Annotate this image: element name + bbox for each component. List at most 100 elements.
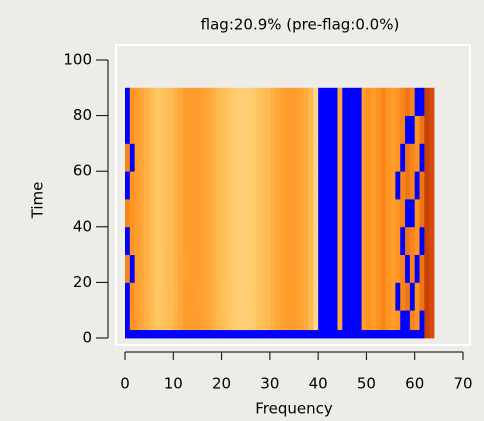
heatmap-cell xyxy=(250,329,256,339)
heatmap-cell xyxy=(149,143,155,172)
heatmap-cell xyxy=(284,171,290,200)
heatmap-cell xyxy=(236,254,242,283)
heatmap-cell xyxy=(318,254,324,283)
heatmap-cell xyxy=(347,329,353,339)
heatmap-cell xyxy=(298,282,305,311)
heatmap-cell xyxy=(173,329,179,339)
heatmap-cell xyxy=(182,87,189,116)
heatmap-cell xyxy=(236,282,242,311)
heatmap-cell xyxy=(342,199,348,228)
heatmap-cell xyxy=(318,143,324,172)
heatmap-cell xyxy=(240,143,247,172)
heatmap-cell xyxy=(376,87,382,116)
heatmap-cell xyxy=(327,282,334,311)
heatmap-cell xyxy=(342,143,348,172)
heatmap-cell xyxy=(274,199,280,228)
heatmap-cell xyxy=(260,87,266,116)
heatmap-cell xyxy=(298,310,305,331)
heatmap-cell xyxy=(308,254,314,283)
heatmap-cell xyxy=(313,254,319,283)
heatmap-cell xyxy=(385,329,391,339)
heatmap-cell xyxy=(221,226,227,255)
heatmap-cell xyxy=(279,329,285,339)
heatmap-cell xyxy=(163,226,169,255)
heatmap-cell xyxy=(197,115,203,144)
heatmap-cell xyxy=(376,115,382,144)
heatmap-cell xyxy=(211,329,218,339)
heatmap-cell xyxy=(298,87,305,116)
heatmap-cell xyxy=(351,87,358,116)
heatmap-cell xyxy=(376,329,382,339)
heatmap-cell xyxy=(221,115,227,144)
heatmap-cell xyxy=(255,143,261,172)
heatmap-cell xyxy=(371,254,377,283)
heatmap-cell xyxy=(173,143,179,172)
heatmap-cell xyxy=(158,226,165,255)
heatmap-cell xyxy=(361,254,367,283)
heatmap-cell xyxy=(308,87,314,116)
heatmap-cell xyxy=(294,199,300,228)
heatmap-cell xyxy=(327,87,334,116)
heatmap-cell xyxy=(260,199,266,228)
heatmap-cell xyxy=(158,143,165,172)
heatmap-cell xyxy=(429,171,435,200)
heatmap-cell xyxy=(289,87,295,116)
heatmap-cell xyxy=(260,254,266,283)
heatmap-cell xyxy=(226,310,232,331)
heatmap-cell xyxy=(274,329,280,339)
heatmap-cell xyxy=(144,115,150,144)
heatmap-cell xyxy=(405,199,411,228)
heatmap-cell xyxy=(371,226,377,255)
heatmap-cell xyxy=(400,329,406,339)
heatmap-cell xyxy=(153,87,160,116)
heatmap-cell xyxy=(269,310,276,331)
heatmap-cell xyxy=(163,199,169,228)
heatmap-cell xyxy=(303,329,309,339)
heatmap-cell xyxy=(125,171,131,200)
heatmap-cell xyxy=(284,329,290,339)
heatmap-cell xyxy=(332,310,338,331)
heatmap-cell xyxy=(409,310,416,331)
heatmap-cell xyxy=(207,226,213,255)
heatmap-cell xyxy=(250,254,256,283)
heatmap-cell xyxy=(366,226,372,255)
heatmap-cell xyxy=(409,329,416,339)
heatmap-cell xyxy=(255,282,261,311)
heatmap-cell xyxy=(342,115,348,144)
heatmap-cell xyxy=(158,254,165,283)
heatmap-cell xyxy=(192,254,198,283)
heatmap-cell xyxy=(226,171,232,200)
heatmap-cell xyxy=(322,87,329,116)
heatmap-cell xyxy=(356,199,362,228)
heatmap-cell xyxy=(376,282,382,311)
heatmap-cell xyxy=(390,282,396,311)
heatmap-cell xyxy=(274,310,280,331)
heatmap-cell xyxy=(221,171,227,200)
heatmap-cell xyxy=(245,282,251,311)
heatmap-cell xyxy=(265,226,271,255)
heatmap-cell xyxy=(313,310,319,331)
heatmap-cell xyxy=(308,115,314,144)
heatmap-cell xyxy=(245,199,251,228)
heatmap-cell xyxy=(236,171,242,200)
heatmap-cell xyxy=(414,310,420,331)
heatmap-cell xyxy=(153,199,160,228)
heatmap-cell xyxy=(419,143,425,172)
heatmap-cell xyxy=(289,143,295,172)
heatmap-cell xyxy=(231,199,237,228)
heatmap-cell xyxy=(409,226,416,255)
heatmap-cell xyxy=(202,199,208,228)
heatmap-cell xyxy=(231,87,237,116)
heatmap-cell xyxy=(211,282,218,311)
heatmap-cell xyxy=(318,115,324,144)
heatmap-cell xyxy=(284,115,290,144)
heatmap-cell xyxy=(255,329,261,339)
heatmap-cell xyxy=(173,254,179,283)
heatmap-cell xyxy=(250,171,256,200)
heatmap-cell xyxy=(429,87,435,116)
heatmap-cell xyxy=(129,199,136,228)
heatmap-cell xyxy=(380,254,387,283)
heatmap-cell xyxy=(158,87,165,116)
heatmap-cell xyxy=(125,254,131,283)
heatmap-cell xyxy=(289,171,295,200)
